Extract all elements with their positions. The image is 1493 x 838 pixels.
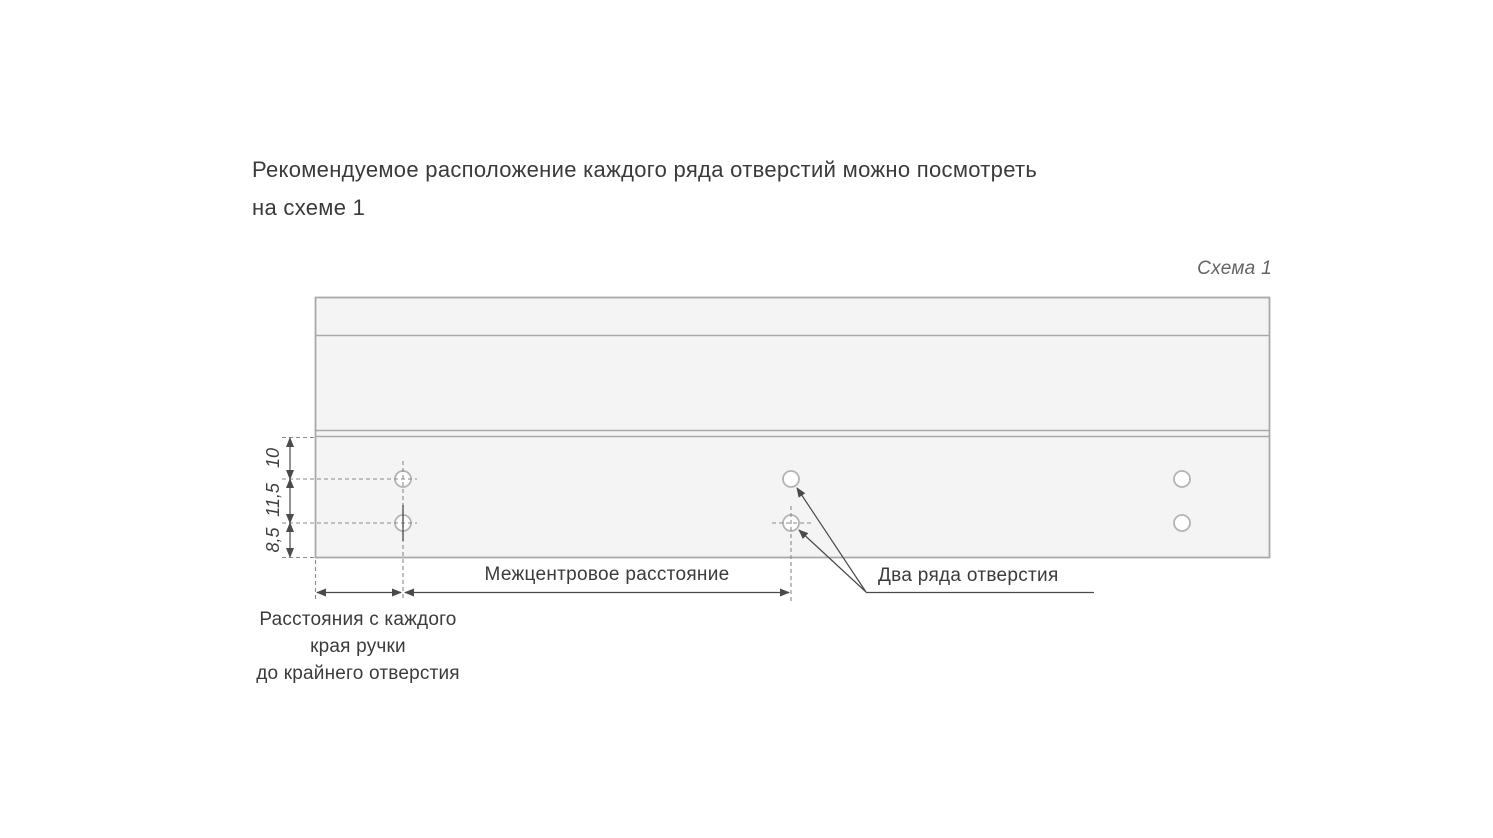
hole-right-top [1173,470,1191,488]
rail-body [314,296,1271,559]
page-title: Рекомендуемое расположение каждого ряда … [252,151,1372,227]
edge-distance-line1: Расстояния с каждого [259,609,457,630]
two-rows-leader [796,487,1094,594]
edge-distance-line3: до крайнего отверстия [256,663,460,684]
dimension-value-8-5: 8,5 [263,527,283,553]
center-distance-label: Межцентровое расстояние [484,564,730,585]
leader-arrow-top-hole [796,487,867,593]
scheme-caption: Схема 1 [1197,258,1272,279]
dimension-value-10: 10 [263,447,283,469]
leader-arrow-bottom-hole [798,529,867,593]
page-title-line2: на схеме 1 [252,195,366,220]
reference-lines [282,436,812,604]
edge-distance-line2: края ручки [310,636,406,657]
edge-distance-label: Расстояния с каждого края ручки до крайн… [236,606,480,687]
hole-middle-top [782,470,800,488]
handle-rail-panel [314,296,1271,559]
hole-right-bottom [1173,514,1191,532]
two-rows-label: Два ряда отверстия [878,565,1059,586]
page-title-line1: Рекомендуемое расположение каждого ряда … [252,157,1038,182]
